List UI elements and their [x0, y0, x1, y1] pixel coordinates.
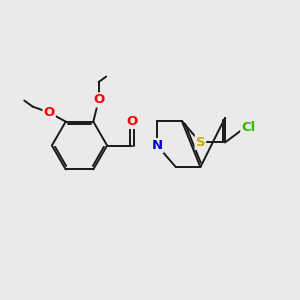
- Text: S: S: [196, 136, 205, 149]
- Text: N: N: [152, 139, 163, 152]
- Text: O: O: [126, 115, 137, 128]
- Text: O: O: [44, 106, 55, 119]
- Text: O: O: [93, 94, 104, 106]
- Text: Cl: Cl: [241, 121, 256, 134]
